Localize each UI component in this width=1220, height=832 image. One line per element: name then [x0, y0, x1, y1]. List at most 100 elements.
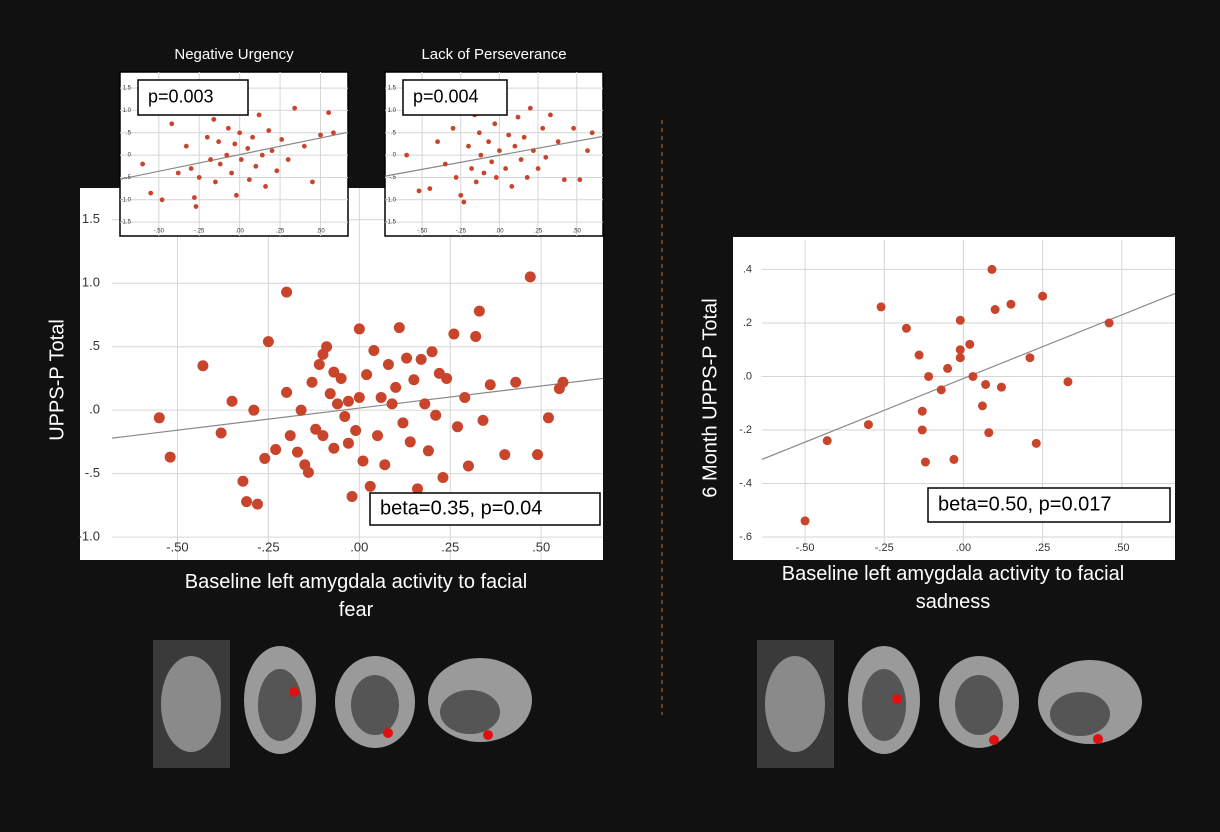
point: [263, 336, 274, 347]
annotation: p=0.003: [148, 86, 214, 106]
y-tick-label: 1.5: [388, 86, 397, 92]
point: [469, 166, 474, 171]
x-tick-label: -.50: [796, 542, 815, 554]
figure: -.50-.25.00.25.501.51.0.5.0-.5-1.0beta=0…: [0, 0, 1220, 832]
point: [336, 373, 347, 384]
point: [176, 171, 181, 176]
point: [205, 135, 210, 140]
point: [292, 447, 303, 458]
point: [474, 180, 479, 185]
point: [343, 438, 354, 449]
chart-title: Lack of Perseverance: [421, 46, 566, 63]
point: [585, 148, 590, 153]
point: [451, 126, 456, 131]
point: [197, 175, 202, 180]
brain-inner: [440, 690, 500, 734]
amygdala: [383, 728, 393, 738]
point: [253, 164, 258, 169]
x-tick-label: .00: [495, 229, 504, 235]
point: [557, 377, 568, 388]
y-tick-label: -.5: [85, 465, 100, 480]
point: [227, 396, 238, 407]
point: [379, 459, 390, 470]
point: [248, 405, 259, 416]
point: [478, 153, 483, 158]
point: [461, 200, 466, 205]
point: [296, 405, 307, 416]
point: [458, 193, 463, 198]
y-tick-label: -.6: [739, 531, 752, 543]
point: [281, 387, 292, 398]
chart-title: Negative Urgency: [174, 46, 293, 63]
point: [237, 130, 242, 135]
y-tick-label: -.2: [739, 424, 752, 436]
y-tick-label: -.4: [739, 477, 752, 489]
point: [506, 133, 511, 138]
point: [314, 359, 325, 370]
point: [318, 133, 323, 138]
point: [416, 354, 427, 365]
point: [372, 430, 383, 441]
point: [956, 345, 965, 354]
point: [918, 425, 927, 434]
point: [237, 476, 248, 487]
point: [211, 117, 216, 122]
point: [160, 197, 165, 202]
point: [140, 162, 145, 167]
y-tick-label: .4: [743, 263, 752, 275]
point: [239, 157, 244, 162]
point: [234, 193, 239, 198]
amygdala: [483, 730, 493, 740]
point: [270, 444, 281, 455]
point: [1032, 439, 1041, 448]
brain-inner: [862, 669, 906, 741]
point: [148, 191, 153, 196]
point: [347, 491, 358, 502]
point: [459, 392, 470, 403]
face: [765, 656, 825, 752]
point: [540, 126, 545, 131]
point: [226, 126, 231, 131]
point: [987, 265, 996, 274]
point: [383, 359, 394, 370]
point: [423, 445, 434, 456]
point: [343, 396, 354, 407]
x-tick-label: .25: [441, 539, 459, 554]
x-tick-label: .25: [1035, 542, 1050, 554]
x-tick-label: .00: [956, 542, 971, 554]
point: [321, 341, 332, 352]
point: [387, 398, 398, 409]
point: [279, 137, 284, 142]
x-tick-label: .50: [316, 229, 325, 235]
x-axis-label: Baseline left amygdala activity to facia…: [176, 568, 536, 624]
point: [194, 204, 199, 209]
point: [250, 135, 255, 140]
point: [956, 316, 965, 325]
fear-images: [153, 640, 532, 768]
point: [949, 455, 958, 464]
point: [543, 412, 554, 423]
brain-inner: [351, 675, 399, 735]
point: [408, 374, 419, 385]
point: [485, 379, 496, 390]
point: [590, 130, 595, 135]
brain-inner: [1050, 692, 1110, 736]
point: [1006, 300, 1015, 309]
amygdala: [892, 694, 902, 704]
figure-canvas: -.50-.25.00.25.501.51.0.5.0-.5-1.0beta=0…: [0, 0, 1220, 832]
point: [302, 144, 307, 149]
point: [257, 112, 262, 117]
y-tick-label: .5: [89, 338, 100, 353]
x-tick-label: -.25: [257, 539, 279, 554]
point: [354, 323, 365, 334]
point: [519, 157, 524, 162]
point: [536, 166, 541, 171]
point: [437, 472, 448, 483]
point: [427, 186, 432, 191]
point: [260, 153, 265, 158]
point: [419, 398, 430, 409]
point: [466, 144, 471, 149]
point: [224, 153, 229, 158]
point: [401, 353, 412, 364]
x-tick-label: -.25: [456, 229, 467, 235]
